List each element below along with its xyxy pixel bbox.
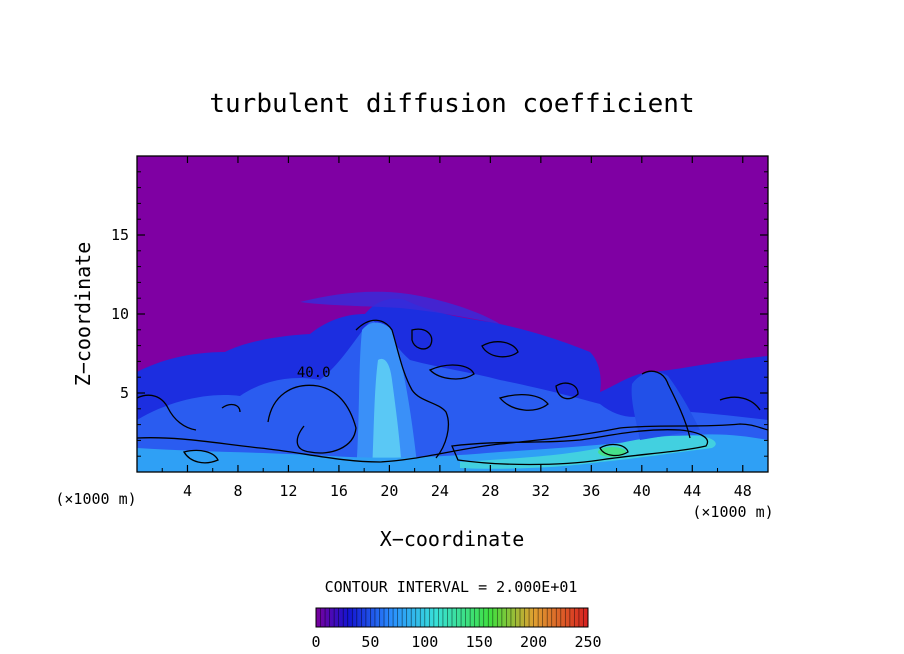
x-tick-label: 44 bbox=[683, 482, 701, 500]
y-tick-label: 10 bbox=[111, 305, 129, 323]
contour-line bbox=[641, 370, 691, 439]
x-tick-label: 12 bbox=[279, 482, 297, 500]
green-spot bbox=[598, 447, 626, 457]
turbulence-field: 40.0 bbox=[137, 291, 768, 472]
x-ticks: 4 8 12 16 20 24 28 32 36 40 44 48 bbox=[161, 156, 752, 500]
colorbar-tick-label: 100 bbox=[411, 633, 438, 651]
y-tick-label: 5 bbox=[120, 384, 129, 402]
x-tick-label: 32 bbox=[532, 482, 550, 500]
contour-line bbox=[451, 429, 709, 466]
chart-title: turbulent diffusion coefficient bbox=[209, 89, 694, 119]
x-tick-label: 24 bbox=[431, 482, 449, 500]
contour-line bbox=[137, 423, 768, 463]
colorbar-tick-label: 150 bbox=[466, 633, 493, 651]
x-tick-label: 16 bbox=[330, 482, 348, 500]
y-ticks: 5 10 15 bbox=[111, 171, 768, 457]
contour-line bbox=[182, 449, 219, 464]
contour-line bbox=[719, 396, 761, 411]
colorbar-tick-label: 50 bbox=[361, 633, 379, 651]
x-tick-label: 28 bbox=[481, 482, 499, 500]
right-plume bbox=[631, 371, 700, 440]
x-tick-label: 4 bbox=[183, 482, 192, 500]
x-unit-left: (×1000 m) bbox=[55, 490, 136, 508]
updraft-streak bbox=[372, 358, 402, 472]
cloud-inner bbox=[137, 320, 768, 472]
contour-line bbox=[137, 394, 197, 431]
contour-line bbox=[599, 443, 629, 457]
anvil-streak bbox=[300, 291, 500, 324]
x-tick-label: 8 bbox=[233, 482, 242, 500]
x-tick-label: 36 bbox=[582, 482, 600, 500]
colorbar-tick-label: 0 bbox=[311, 633, 320, 651]
contour-line bbox=[555, 382, 579, 400]
ground-band bbox=[137, 434, 768, 472]
colorbar-ticks: 0 50 100 150 200 250 bbox=[311, 633, 601, 651]
contour-line bbox=[481, 341, 519, 358]
contour-lines bbox=[137, 319, 768, 466]
y-tick-label: 15 bbox=[111, 226, 129, 244]
contour-line bbox=[221, 403, 241, 413]
colorbar-tick-label: 200 bbox=[520, 633, 547, 651]
contour-line bbox=[428, 364, 475, 380]
contour-interval-text: CONTOUR INTERVAL = 2.000E+01 bbox=[325, 578, 578, 596]
y-axis-label: Z−coordinate bbox=[71, 242, 95, 387]
contour-label: 40.0 bbox=[297, 365, 331, 381]
colorbar-tick-label: 250 bbox=[574, 633, 601, 651]
contour-line bbox=[498, 393, 549, 411]
x-tick-label: 48 bbox=[734, 482, 752, 500]
x-axis-label: X−coordinate bbox=[380, 527, 525, 551]
contour-line bbox=[267, 384, 357, 454]
colorbar-stripes bbox=[320, 608, 584, 627]
contour-line bbox=[355, 319, 450, 459]
x-unit-right: (×1000 m) bbox=[692, 503, 773, 521]
contour-line bbox=[411, 328, 433, 350]
colorbar-frame bbox=[315, 607, 589, 628]
colorbar: 0 50 100 150 200 250 bbox=[311, 607, 602, 651]
ground-band-bright bbox=[460, 435, 716, 469]
x-tick-label: 20 bbox=[380, 482, 398, 500]
x-tick-label: 40 bbox=[633, 482, 651, 500]
